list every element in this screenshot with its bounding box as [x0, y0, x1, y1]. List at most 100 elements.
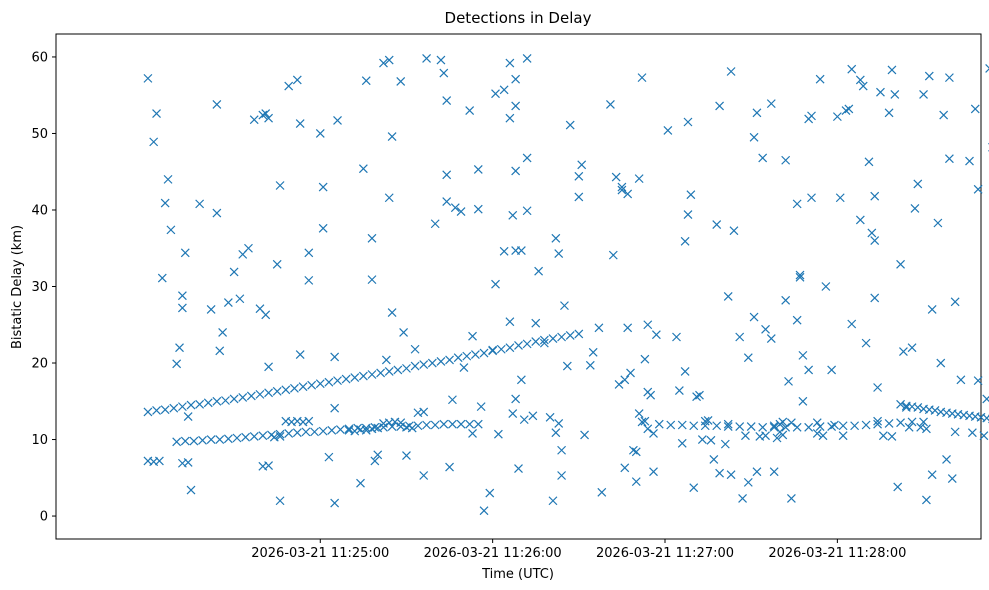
data-point: [944, 154, 954, 164]
data-point: [649, 428, 658, 438]
data-point: [341, 374, 351, 384]
chart-title: Detections in Delay: [445, 9, 592, 27]
data-point: [899, 347, 908, 356]
data-point: [815, 422, 825, 431]
data-point: [310, 427, 319, 437]
data-point: [666, 420, 676, 430]
data-point: [516, 246, 526, 255]
data-point: [264, 461, 274, 470]
data-point: [407, 423, 417, 433]
data-point: [942, 454, 951, 464]
data-point: [749, 132, 759, 142]
data-point: [847, 64, 857, 74]
data-point: [565, 120, 575, 130]
data-point: [884, 419, 894, 428]
data-point: [944, 73, 954, 83]
data-point: [261, 310, 271, 320]
data-point: [778, 430, 788, 440]
data-point: [640, 354, 650, 364]
data-point: [626, 368, 635, 378]
data-point: [152, 406, 161, 415]
data-point: [531, 337, 541, 347]
data-point: [177, 402, 187, 412]
y-tick-label: 60: [31, 50, 48, 65]
data-point: [743, 353, 753, 363]
data-point: [784, 376, 793, 386]
data-point: [516, 375, 526, 385]
data-point: [361, 76, 371, 86]
data-point: [677, 420, 687, 430]
data-point: [585, 360, 595, 370]
x-tick-label: 2026-03-21 11:26:00: [424, 546, 562, 561]
data-point: [448, 419, 457, 429]
data-point: [284, 428, 294, 438]
data-point: [215, 435, 225, 444]
data-point: [402, 451, 411, 461]
data-point: [163, 174, 173, 184]
data-point: [496, 344, 506, 354]
data-point: [548, 334, 558, 343]
data-point: [597, 487, 607, 497]
data-point: [381, 355, 391, 365]
data-point: [821, 282, 831, 291]
data-point: [195, 399, 205, 409]
data-point: [442, 197, 452, 206]
data-point: [979, 431, 989, 441]
data-point: [738, 494, 747, 503]
data-point: [258, 431, 268, 441]
data-point: [778, 417, 788, 427]
data-point: [689, 421, 699, 431]
data-point: [335, 425, 345, 435]
data-point: [264, 362, 274, 372]
data-point: [436, 357, 446, 366]
data-point: [183, 412, 193, 422]
data-point: [919, 90, 928, 99]
data-point: [554, 249, 564, 259]
data-point: [301, 427, 311, 437]
data-point: [804, 365, 814, 375]
data-point: [795, 272, 805, 282]
y-axis: 0 10 20 30 40 50 60: [31, 50, 56, 525]
data-point: [473, 165, 483, 174]
data-point: [792, 199, 802, 209]
data-point: [261, 109, 271, 119]
data-point: [631, 477, 641, 487]
data-point: [686, 190, 696, 200]
data-point: [830, 420, 839, 430]
y-tick-label: 20: [31, 357, 48, 372]
data-point: [206, 435, 216, 444]
data-point: [511, 166, 521, 176]
data-point: [646, 390, 656, 400]
data-point: [488, 345, 498, 355]
data-point: [186, 400, 196, 410]
data-point: [689, 483, 699, 493]
data-point: [413, 421, 423, 431]
data-point: [580, 430, 589, 440]
data-point: [887, 65, 897, 75]
data-point: [933, 218, 943, 228]
data-point: [318, 182, 328, 192]
data-point: [562, 361, 572, 371]
data-point: [726, 67, 736, 76]
data-point: [896, 399, 905, 409]
data-point: [410, 361, 420, 371]
data-point: [982, 394, 989, 404]
data-point: [528, 411, 538, 421]
data-point: [172, 437, 182, 447]
data-point: [358, 371, 368, 381]
data-point: [514, 340, 523, 350]
data-point: [292, 75, 302, 85]
data-point: [847, 319, 857, 329]
data-point: [304, 248, 314, 258]
data-point: [617, 185, 627, 195]
data-point: [545, 412, 555, 422]
data-point: [373, 423, 383, 433]
data-point: [726, 470, 736, 480]
data-point: [804, 422, 814, 432]
data-point: [505, 343, 515, 353]
data-point: [229, 394, 239, 404]
data-point: [913, 402, 923, 412]
data-point: [695, 390, 704, 400]
data-point: [703, 415, 713, 425]
data-point: [505, 58, 515, 68]
